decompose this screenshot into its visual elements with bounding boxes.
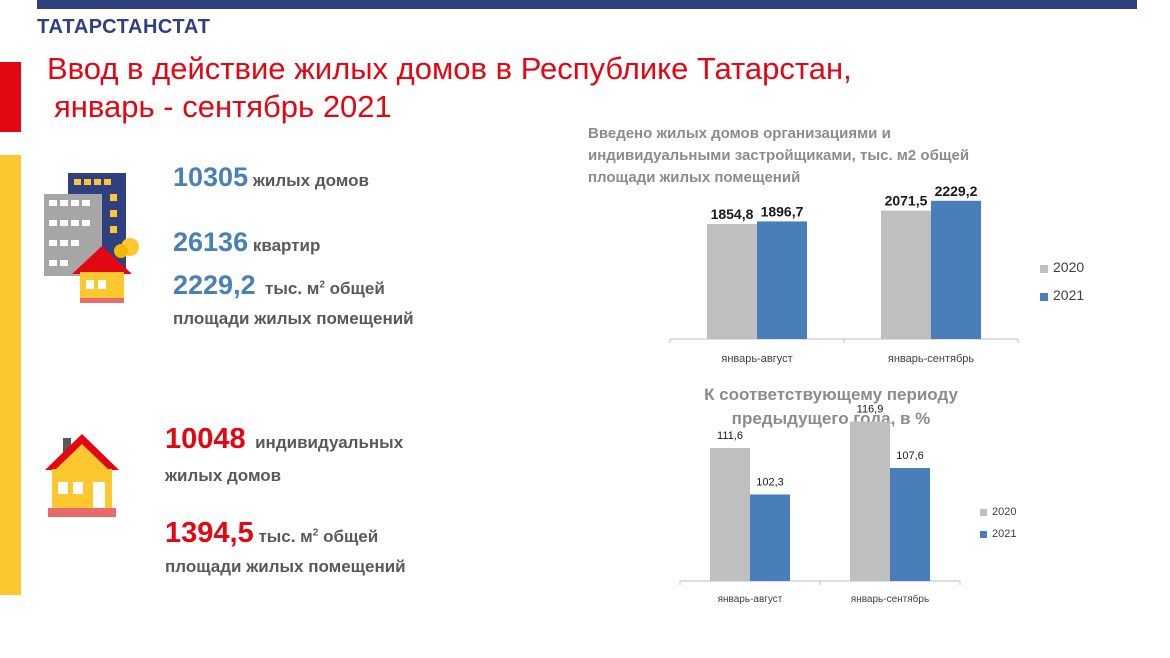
- category-label: январь-август: [721, 353, 792, 365]
- left-yellow-accent: [0, 155, 21, 595]
- house-icon: [45, 434, 119, 517]
- bar-2021-2: [931, 200, 981, 339]
- coin-icon: [114, 238, 139, 258]
- apartments-stat: 26136 квартир: [173, 229, 321, 257]
- individual-area-unit: тыс. м: [258, 527, 313, 546]
- individual-area-label-1: общей: [323, 527, 379, 546]
- area-label-2: площади жилых помещений: [173, 309, 414, 328]
- left-red-accent: [0, 62, 21, 132]
- bar-2020-1: [707, 224, 757, 339]
- top-accent-bar: [37, 0, 1137, 9]
- category-label: январь-август: [718, 594, 783, 605]
- individual-houses-label-1: индивидуальных: [255, 433, 404, 452]
- data-label: 1896,7: [761, 203, 804, 219]
- houses-stat: 10305 жилых домов: [173, 164, 369, 192]
- legend-swatch-2021: [980, 531, 987, 538]
- data-label: 1854,8: [711, 206, 754, 222]
- page-title: Ввод в действие жилых домов в Республике…: [47, 50, 852, 126]
- legend-label-2020: 2020: [992, 506, 1016, 518]
- bar-2020-2: [850, 421, 890, 581]
- area-unit-sup: 2: [319, 279, 325, 291]
- data-label: 116,9: [857, 404, 884, 416]
- individual-houses-value: 10048: [165, 423, 246, 455]
- area-value: 2229,2: [173, 270, 256, 300]
- bar-2021-1: [757, 221, 807, 339]
- title-line-1: Ввод в действие жилых домов в Республике…: [47, 51, 852, 86]
- data-label: 2229,2: [935, 183, 978, 199]
- legend-label-2021: 2021: [992, 528, 1016, 540]
- chart1-title: Введено жилых домов организациями и инди…: [588, 125, 970, 186]
- category-label: январь-сентябрь: [851, 593, 929, 605]
- houses-value: 10305: [173, 162, 249, 192]
- legend-label-2020: 2020: [1053, 259, 1084, 275]
- brand-name: ТАТАРСТАНСТАТ: [37, 16, 211, 38]
- individual-area-stat: 1394,5 тыс. м2 общей: [165, 519, 379, 548]
- legend-swatch-2020: [980, 509, 987, 516]
- bar-2020-2: [881, 210, 931, 339]
- houses-label: жилых домов: [252, 171, 369, 190]
- individual-houses-stat: 10048 индивидуальных: [165, 425, 404, 454]
- apartment-building-icon: [44, 173, 132, 303]
- legend-label-2021: 2021: [1053, 287, 1084, 303]
- data-label: 107,6: [896, 450, 924, 462]
- individual-houses-label-2: жилых домов: [165, 466, 282, 485]
- title-line-2: январь - сентябрь 2021: [54, 89, 392, 124]
- individual-area-unit-sup: 2: [312, 527, 319, 539]
- legend-swatch-2020: [1040, 265, 1048, 273]
- data-label: 111,6: [717, 430, 743, 442]
- data-label: 102,3: [756, 477, 784, 489]
- data-label: 2071,5: [885, 193, 928, 209]
- area-unit: тыс. м: [265, 279, 320, 298]
- individual-area-value: 1394,5: [165, 517, 254, 549]
- area-stat: 2229,2 тыс. м2 общей: [173, 272, 385, 300]
- bar-2021-2: [890, 468, 930, 581]
- bar-2021-1: [750, 494, 790, 581]
- bar-2020-1: [710, 448, 750, 581]
- individual-area-label-2: площади жилых помещений: [165, 557, 406, 576]
- legend-swatch-2021: [1040, 293, 1048, 301]
- area-label-1: общей: [329, 279, 385, 298]
- apartments-label: квартир: [252, 236, 321, 255]
- apartments-value: 26136: [173, 227, 249, 257]
- category-label: январь-сентябрь: [888, 353, 974, 365]
